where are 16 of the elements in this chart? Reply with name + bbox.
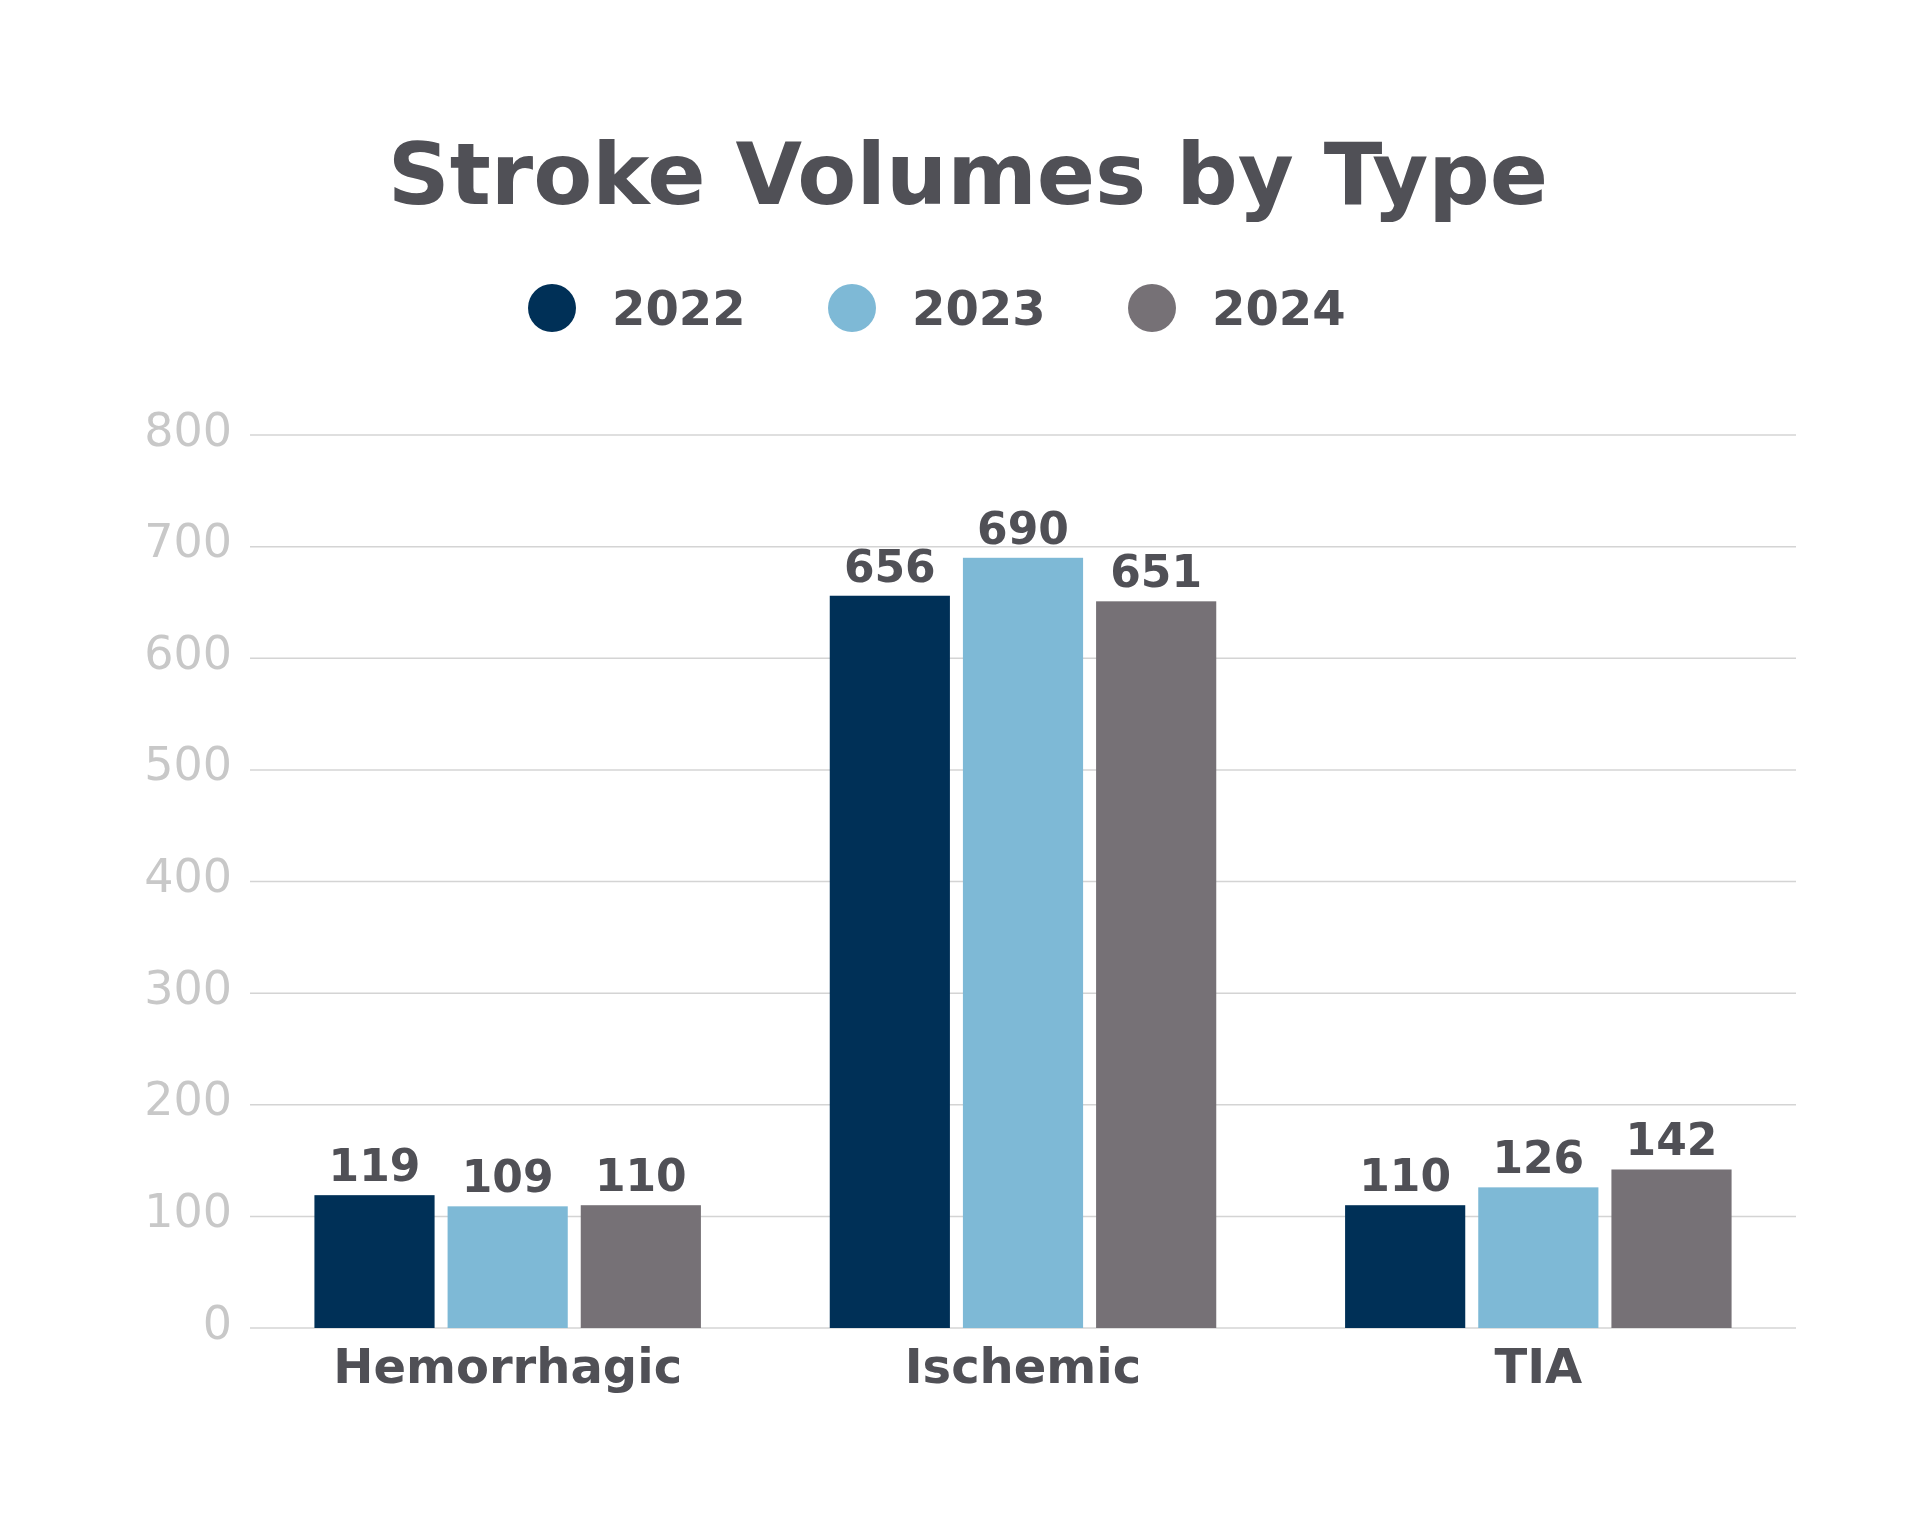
data-label: 142 bbox=[1625, 1114, 1718, 1166]
data-label: 126 bbox=[1492, 1132, 1585, 1184]
data-label: 110 bbox=[1359, 1150, 1452, 1202]
data-label: 651 bbox=[1110, 546, 1203, 598]
legend-label: 2024 bbox=[1212, 280, 1346, 336]
x-tick-label: TIA bbox=[1494, 1338, 1583, 1394]
legend-label: 2023 bbox=[912, 280, 1046, 336]
legend-label: 2022 bbox=[612, 280, 746, 336]
data-label: 119 bbox=[328, 1140, 421, 1192]
x-tick-label: Ischemic bbox=[904, 1338, 1142, 1394]
x-tick-label: Hemorrhagic bbox=[333, 1338, 683, 1394]
chart-title: Stroke Volumes by Type bbox=[387, 124, 1549, 224]
data-label: 656 bbox=[843, 540, 936, 592]
data-label: 690 bbox=[977, 502, 1069, 554]
data-label: 110 bbox=[594, 1150, 687, 1202]
data-label: 109 bbox=[461, 1151, 554, 1203]
